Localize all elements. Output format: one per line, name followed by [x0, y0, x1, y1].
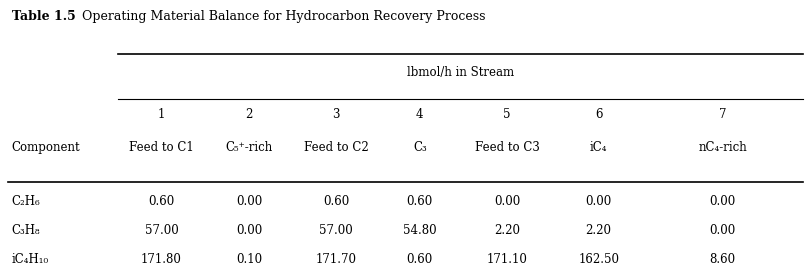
Text: Component: Component [11, 140, 80, 154]
Text: 8.60: 8.60 [710, 253, 736, 263]
Text: 0.00: 0.00 [586, 195, 611, 208]
Text: 0.00: 0.00 [236, 195, 262, 208]
Text: 0.60: 0.60 [148, 195, 174, 208]
Text: 0.60: 0.60 [406, 195, 433, 208]
Text: 54.80: 54.80 [403, 224, 436, 237]
Text: C₂H₆: C₂H₆ [11, 195, 40, 208]
Text: nC₄-rich: nC₄-rich [698, 140, 747, 154]
Text: Table 1.5: Table 1.5 [12, 10, 76, 23]
Text: 0.10: 0.10 [236, 253, 262, 263]
Text: 7: 7 [719, 108, 727, 121]
Text: 5: 5 [504, 108, 511, 121]
Text: 2.20: 2.20 [586, 224, 611, 237]
Text: C₅⁺-rich: C₅⁺-rich [225, 140, 272, 154]
Text: 171.70: 171.70 [315, 253, 357, 263]
Text: 171.80: 171.80 [141, 253, 182, 263]
Text: 1: 1 [158, 108, 165, 121]
Text: 0.00: 0.00 [710, 195, 736, 208]
Text: 6: 6 [595, 108, 603, 121]
Text: Feed to C1: Feed to C1 [129, 140, 194, 154]
Text: 57.00: 57.00 [320, 224, 354, 237]
Text: 0.00: 0.00 [236, 224, 262, 237]
Text: 2.20: 2.20 [494, 224, 520, 237]
Text: lbmol/h in Stream: lbmol/h in Stream [407, 66, 514, 79]
Text: 3: 3 [333, 108, 340, 121]
Text: 2: 2 [245, 108, 252, 121]
Text: 162.50: 162.50 [578, 253, 619, 263]
Text: 57.00: 57.00 [144, 224, 178, 237]
Text: iC₄H₁₀: iC₄H₁₀ [11, 253, 49, 263]
Text: Feed to C3: Feed to C3 [474, 140, 539, 154]
Text: 0.00: 0.00 [710, 224, 736, 237]
Text: 0.60: 0.60 [406, 253, 433, 263]
Text: 0.60: 0.60 [324, 195, 350, 208]
Text: Feed to C2: Feed to C2 [304, 140, 369, 154]
Text: Operating Material Balance for Hydrocarbon Recovery Process: Operating Material Balance for Hydrocarb… [70, 10, 486, 23]
Text: 4: 4 [416, 108, 423, 121]
Text: C₃: C₃ [413, 140, 427, 154]
Text: 171.10: 171.10 [487, 253, 528, 263]
Text: iC₄: iC₄ [590, 140, 607, 154]
Text: C₃H₈: C₃H₈ [11, 224, 40, 237]
Text: 0.00: 0.00 [494, 195, 521, 208]
